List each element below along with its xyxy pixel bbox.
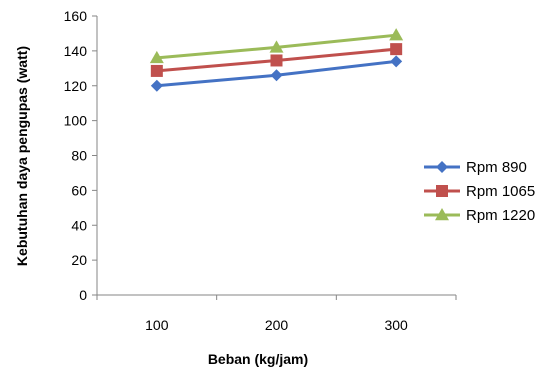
series-triangle (149, 28, 404, 64)
legend-marker (435, 208, 449, 221)
y-tick-label: 120 (64, 78, 88, 94)
legend-marker (436, 161, 448, 173)
legend-item: Rpm 890 (424, 159, 527, 176)
x-tick-label: 200 (265, 317, 289, 333)
y-tick-label: 140 (64, 43, 88, 59)
y-tick-label: 20 (71, 252, 87, 268)
y-axis-title: Kebutuhan daya pengupas (watt) (14, 46, 30, 266)
legend-marker (436, 185, 448, 197)
data-point (389, 28, 404, 41)
legend-label: Rpm 1065 (466, 183, 535, 200)
data-point (270, 54, 283, 67)
x-tick-label: 100 (145, 317, 169, 333)
data-point (150, 79, 163, 92)
y-tick-label: 40 (71, 217, 87, 233)
y-tick-label: 100 (64, 113, 88, 129)
series-lines (149, 28, 404, 92)
data-point (390, 55, 403, 68)
legend-item: Rpm 1065 (424, 183, 535, 200)
legend-label: Rpm 890 (466, 159, 527, 176)
x-axis-title: Beban (kg/jam) (208, 351, 308, 367)
data-point (149, 50, 164, 64)
legend: Rpm 890 Rpm 1065 Rpm 1220 (424, 159, 535, 224)
data-point (390, 43, 403, 56)
data-point (270, 69, 283, 82)
legend-label: Rpm 1220 (466, 207, 535, 224)
series-diamond (150, 55, 403, 92)
tick-labels: 0 20 40 60 80 100 120 140 160 100 200 300 (64, 8, 408, 333)
legend-item: Rpm 1220 (424, 207, 535, 224)
data-point (269, 40, 284, 53)
y-tick-label: 60 (71, 182, 87, 198)
data-point (150, 64, 163, 77)
y-tick-label: 80 (71, 148, 87, 164)
axes (92, 15, 457, 300)
series-square (150, 43, 403, 77)
y-tick-label: 160 (64, 8, 88, 24)
y-tick-label: 0 (79, 287, 87, 303)
x-tick-label: 300 (384, 317, 408, 333)
